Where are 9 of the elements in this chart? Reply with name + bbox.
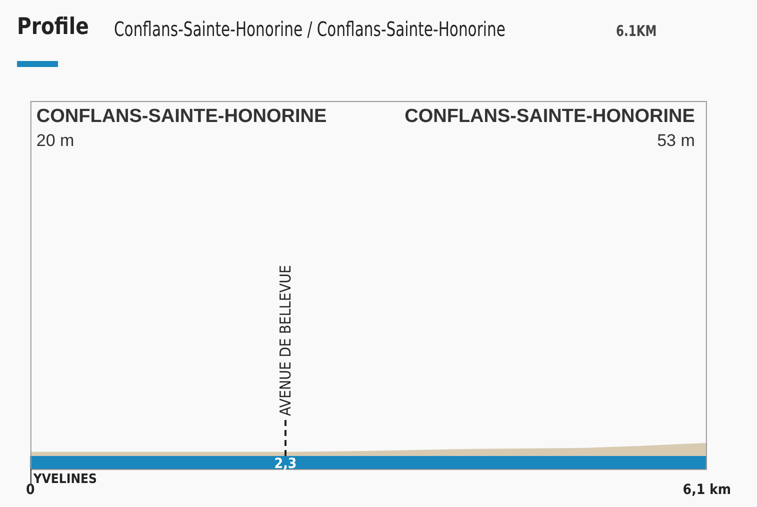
- chart-title: Profile: [17, 14, 89, 40]
- x-tick-label: 0: [26, 482, 35, 498]
- text: 6.1KM: [616, 22, 657, 40]
- ref-line-label: AVENUE DE BELLEVUE: [276, 265, 294, 416]
- x-tick-label: 6,1 km: [682, 482, 732, 498]
- text: CONFLANS-SAINTE-HONORINE 20 m: [36, 106, 327, 150]
- text: CONFLANS-SAINTE-HONORINE 53 m: [404, 106, 695, 150]
- annotation: 2,3: [274, 456, 297, 472]
- chart-subtitle: Conflans-Sainte-Honorine / Conflans-Sainte-Honorine: [114, 17, 506, 41]
